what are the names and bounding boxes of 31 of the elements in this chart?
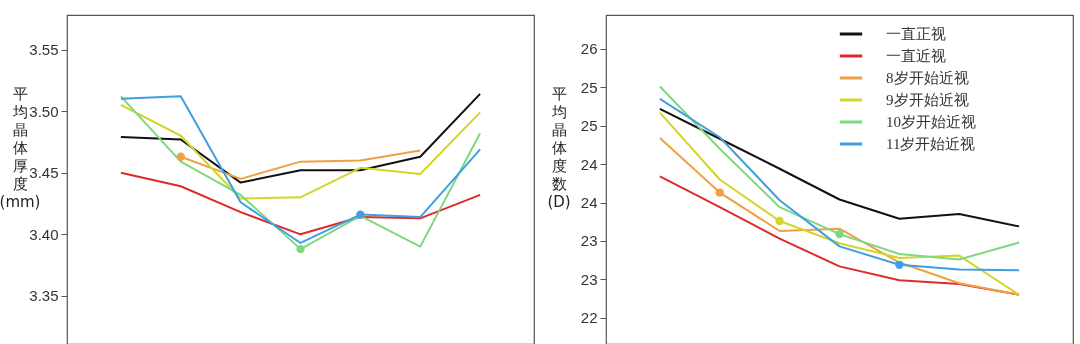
y-tick-label: 3.45 [29,164,59,182]
legend-label: 10岁开始近视 [886,114,976,130]
y-tick-label: 23 [580,270,598,288]
point [895,260,904,269]
line-series [119,103,482,200]
point [176,152,185,161]
y-tick-label: 25 [580,78,598,96]
line-series [119,171,482,236]
y-tick-label: 3.50 [29,102,59,120]
y-tick-label: 22 [580,309,598,327]
y-tick-label: 24 [580,194,598,212]
line-series [658,107,1021,228]
point [835,229,844,239]
point [296,244,305,254]
legend-label: 一直正视 [886,26,946,42]
y-tick-label: 23 [580,232,598,250]
legend-label: 11岁开始近视 [886,136,976,152]
y-tick-label: 3.40 [29,225,59,243]
y-axis-title: 平均晶体度数 (D) [547,85,571,211]
legend-label: 8岁开始近视 [886,70,969,86]
y-tick-label: 24 [580,155,598,173]
y-tick-label: 3.35 [29,287,59,305]
line-series [119,92,482,184]
legend-label: 9岁开始近视 [886,92,969,108]
y-tick-label: 3.55 [29,41,59,58]
legend-label: 一直近视 [886,48,946,64]
y-tick-label: 25 [580,117,598,135]
point [775,216,784,226]
y-tick-label: 26 [580,40,598,58]
point [356,210,365,219]
point [715,188,724,197]
